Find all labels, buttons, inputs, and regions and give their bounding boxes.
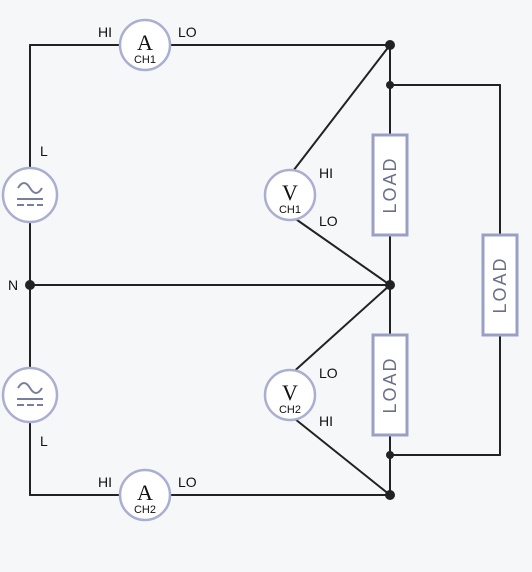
ammeter-ch2-sub: CH2 <box>134 504 156 516</box>
label-L-bot: L <box>40 433 48 449</box>
voltmeter-ch1-label: V <box>282 180 298 205</box>
label-N: N <box>8 277 18 293</box>
label-L-top: L <box>40 143 48 159</box>
amp1-hi: HI <box>98 24 112 40</box>
v2-hi: HI <box>319 413 333 429</box>
junction-dot <box>385 40 395 50</box>
ammeter-ch1-sub: CH1 <box>134 54 156 66</box>
amp2-hi: HI <box>98 474 112 490</box>
voltmeter-ch1-sub: CH1 <box>279 204 301 216</box>
junction-dot <box>386 451 394 459</box>
voltmeter-ch2-label: V <box>282 380 298 405</box>
load-bottom-label: LOAD <box>380 356 400 413</box>
v2-lo: LO <box>319 365 338 381</box>
v1-lo: LO <box>319 213 338 229</box>
load-top-label: LOAD <box>380 156 400 213</box>
amp1-lo: LO <box>178 24 197 40</box>
load-right-label: LOAD <box>490 256 510 313</box>
source-top <box>3 168 57 222</box>
ammeter-ch1-label: A <box>137 30 153 55</box>
junction-dot <box>25 280 35 290</box>
v1-hi: HI <box>319 165 333 181</box>
junction-dot <box>385 490 395 500</box>
ammeter-ch2-label: A <box>137 480 153 505</box>
junction-dot <box>386 81 394 89</box>
voltmeter-ch2-sub: CH2 <box>279 404 301 416</box>
amp2-lo: LO <box>178 474 197 490</box>
junction-dot <box>385 280 395 290</box>
source-bot <box>3 368 57 422</box>
